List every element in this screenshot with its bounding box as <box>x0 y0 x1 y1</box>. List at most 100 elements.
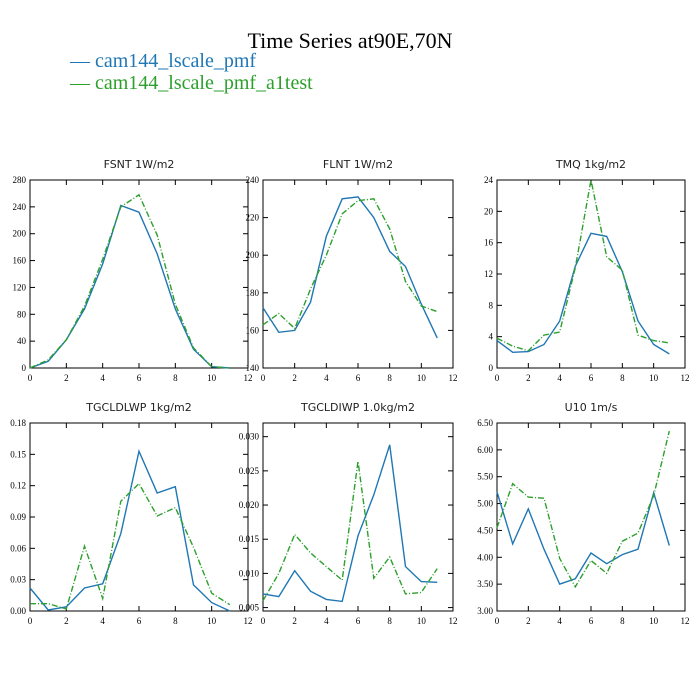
panel-6-x-tick-label: 12 <box>681 616 690 626</box>
panel-1-x-tick-label: 12 <box>244 373 253 383</box>
panel-4-y-tick-label: 0.03 <box>10 575 26 585</box>
legend-entry-series-1: — cam144_lscale_pmf <box>70 50 257 72</box>
panel-4-x-tick-label: 0 <box>28 616 33 626</box>
panel-5-y-tick-label: 0.005 <box>239 603 260 613</box>
panel-2-y-tick-label: 240 <box>246 175 260 185</box>
panel-3-y-tick-label: 12 <box>484 269 493 279</box>
panel-4-y-tick-label: 0.18 <box>10 418 26 428</box>
panel-6-x-tick-label: 2 <box>526 616 531 626</box>
panel-3-y-tick-label: 20 <box>484 206 494 216</box>
panel-5-x-tick-label: 0 <box>261 616 266 626</box>
panel-4-series-2-line <box>30 482 231 610</box>
panel-1-x-tick-label: 4 <box>100 373 105 383</box>
panel-6-y-tick-label: 5.00 <box>477 499 493 509</box>
chart-title: Time Series at90E,70N <box>247 28 453 53</box>
panel-6-x-tick-label: 0 <box>495 616 500 626</box>
panel-5-y-tick-label: 0.030 <box>239 432 260 442</box>
panel-6-y-tick-label: 4.00 <box>477 552 493 562</box>
panel-3-x-tick-label: 2 <box>526 373 531 383</box>
panel-5-x-tick-label: 10 <box>417 616 427 626</box>
panel-5-series-2-line <box>262 461 438 602</box>
panel-5-x-tick-label: 4 <box>324 616 329 626</box>
panel-5-frame <box>262 422 454 612</box>
panel-4-x-tick-label: 10 <box>207 616 217 626</box>
panel-1-series-2-line <box>29 193 230 369</box>
panel-1-frame <box>29 179 249 369</box>
panel-2-y-tick-label: 160 <box>246 325 260 335</box>
panel-3-x-tick-label: 0 <box>495 373 500 383</box>
panel-3-x-tick-label: 4 <box>557 373 562 383</box>
panel-6-series-1-line <box>496 490 670 585</box>
panel-1-y-tick-label: 40 <box>17 336 27 346</box>
panel-1-title: FSNT 1W/m2 <box>104 158 175 171</box>
panel-4-x-tick-label: 6 <box>137 616 142 626</box>
panel-2-y-tick-label: 200 <box>246 250 260 260</box>
panel-3-y-tick-label: 0 <box>489 363 494 373</box>
panel-1-x-tick-label: 8 <box>173 373 178 383</box>
panel-5-y-tick-label: 0.010 <box>239 568 260 578</box>
panel-4-title: TGCLDLWP 1kg/m2 <box>85 401 191 414</box>
panel-3-series-2-line <box>496 179 670 352</box>
legend-entry-series-2: — cam144_lscale_pmf_a1test <box>70 72 313 94</box>
panel-3-x-tick-label: 8 <box>620 373 625 383</box>
panel-6-y-tick-label: 3.00 <box>477 606 493 616</box>
panel-3-frame <box>496 179 686 369</box>
panel-6-series-2-line <box>496 430 670 589</box>
panel-6-y-tick-label: 5.50 <box>477 472 493 482</box>
panel-3-x-tick-label: 12 <box>681 373 690 383</box>
panel-2-series-1-line <box>262 196 438 339</box>
panel-5-y-tick-label: 0.020 <box>239 500 260 510</box>
panel-6-y-tick-label: 6.00 <box>477 445 493 455</box>
panel-2-x-tick-label: 6 <box>356 373 361 383</box>
panel-2-x-tick-label: 2 <box>292 373 297 383</box>
panel-2-frame <box>262 179 454 369</box>
panel-2-y-tick-label: 180 <box>246 288 260 298</box>
panel-1-y-tick-label: 80 <box>17 309 27 319</box>
panel-6-title: U10 1m/s <box>565 401 618 414</box>
panel-5-x-tick-label: 12 <box>449 616 458 626</box>
panel-3-y-tick-label: 4 <box>489 332 494 342</box>
panel-5-x-tick-label: 6 <box>356 616 361 626</box>
panel-5-y-tick-label: 0.015 <box>239 534 260 544</box>
panel-1-x-tick-label: 2 <box>64 373 69 383</box>
panel-4-x-tick-label: 12 <box>244 616 253 626</box>
panel-2-series-2-line <box>262 198 438 330</box>
panel-3-y-tick-label: 24 <box>484 175 494 185</box>
panel-1-y-tick-label: 120 <box>13 282 27 292</box>
panel-3-x-tick-label: 10 <box>649 373 659 383</box>
panel-1-y-tick-label: 0 <box>22 363 27 373</box>
panel-2-x-tick-label: 12 <box>449 373 458 383</box>
panel-3-y-tick-label: 8 <box>489 300 494 310</box>
panel-4-y-tick-label: 0.15 <box>10 449 26 459</box>
panel-6-y-tick-label: 3.50 <box>477 579 493 589</box>
panel-5-x-tick-label: 8 <box>387 616 392 626</box>
panel-3-y-tick-label: 16 <box>484 238 494 248</box>
panel-2-x-tick-label: 4 <box>324 373 329 383</box>
panel-4-y-tick-label: 0.09 <box>10 512 26 522</box>
panel-1-series-1-line <box>29 204 230 369</box>
panel-2-x-tick-label: 0 <box>261 373 266 383</box>
panel-5-series-1-line <box>262 444 438 603</box>
panel-4-x-tick-label: 2 <box>64 616 69 626</box>
panel-6-x-tick-label: 4 <box>557 616 562 626</box>
panel-2-title: FLNT 1W/m2 <box>323 158 393 171</box>
panel-4-series-1-line <box>29 448 231 612</box>
panel-5-title: TGCLDIWP 1.0kg/m2 <box>300 401 415 414</box>
panel-2-y-tick-label: 140 <box>246 363 260 373</box>
panel-6-y-tick-label: 6.50 <box>477 418 493 428</box>
panel-1-x-tick-label: 10 <box>207 373 217 383</box>
panel-3-title: TMQ 1kg/m2 <box>555 158 626 171</box>
panel-4-y-tick-label: 0.12 <box>10 481 26 491</box>
panel-4-y-tick-label: 0.06 <box>10 543 26 553</box>
panel-2-x-tick-label: 8 <box>387 373 392 383</box>
panel-1-y-tick-label: 240 <box>13 202 27 212</box>
panel-1-y-tick-label: 280 <box>13 175 27 185</box>
panel-3-series-1-line <box>496 232 670 355</box>
panel-5-y-tick-label: 0.025 <box>239 466 260 476</box>
panel-1-x-tick-label: 6 <box>137 373 142 383</box>
panel-2-x-tick-label: 10 <box>417 373 427 383</box>
panel-4-x-tick-label: 8 <box>173 616 178 626</box>
panel-6-x-tick-label: 6 <box>589 616 594 626</box>
panel-4-x-tick-label: 4 <box>100 616 105 626</box>
panel-1-x-tick-label: 0 <box>28 373 33 383</box>
